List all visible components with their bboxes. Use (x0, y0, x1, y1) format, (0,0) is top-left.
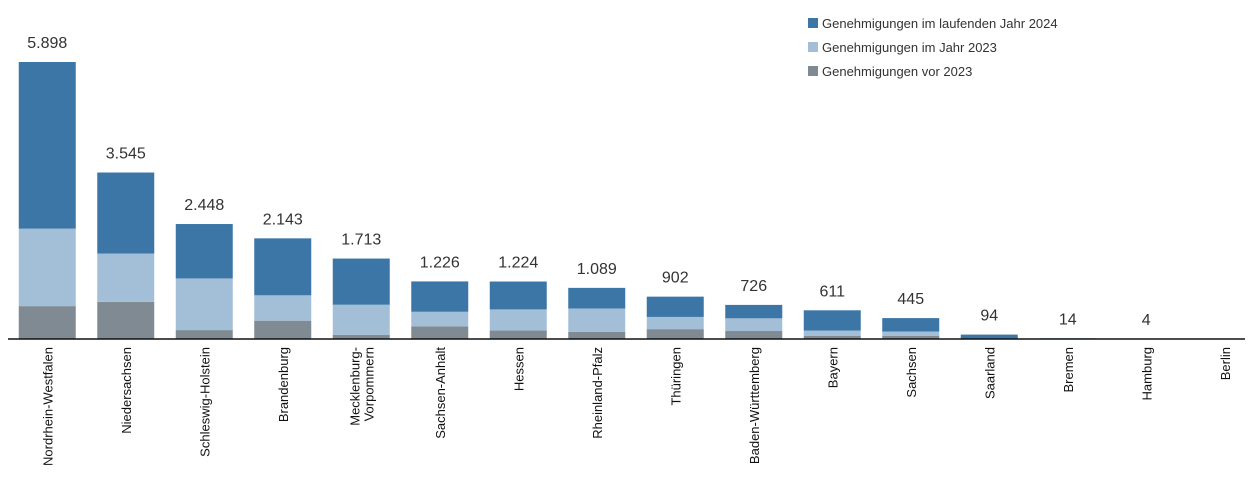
bar-segment-sachsen-anhalt-s1 (411, 311, 469, 327)
category-label-berlin: Berlin (1218, 347, 1233, 380)
category-label-line: Hamburg (1139, 347, 1154, 400)
total-label-rheinland-pfalz: 1.089 (577, 261, 617, 278)
category-label-baden-wuerttemberg: Baden-Württemberg (747, 347, 762, 464)
category-label-line: Mecklenburg- (347, 347, 362, 426)
bar-segment-mecklenburg-vorpommern-s2 (332, 258, 390, 305)
category-label-line: Rheinland-Pfalz (590, 347, 605, 439)
bar-segment-bayern-s2 (803, 310, 861, 331)
category-label-thueringen: Thüringen (668, 347, 683, 406)
category-label-line: Schleswig-Holstein (197, 347, 212, 457)
legend-swatch-genehmigungen-im-jahr-2023 (808, 42, 818, 52)
total-label-mecklenburg-vorpommern: 1.713 (341, 232, 381, 249)
category-label-line: Sachsen (904, 347, 919, 398)
category-label-line: Niedersachsen (119, 347, 134, 434)
bar-segment-niedersachsen-s2 (97, 172, 155, 254)
bar-segment-nordrhein-westfalen-s0 (18, 306, 76, 339)
bar-segment-baden-wuerttemberg-s1 (725, 318, 783, 332)
total-label-thueringen: 902 (662, 270, 689, 287)
bar-segment-niedersachsen-s0 (97, 301, 155, 339)
legend-label-genehmigungen-im-jahr-2023: Genehmigungen im Jahr 2023 (822, 40, 997, 55)
category-label-line: Vorpommern (361, 347, 376, 421)
total-label-hamburg: 4 (1142, 312, 1151, 329)
bar-segment-rheinland-pfalz-s1 (568, 308, 626, 332)
bar-segment-schleswig-holstein-s2 (175, 224, 233, 279)
bar-segment-sachsen-anhalt-s2 (411, 281, 469, 312)
category-labels-group: Nordrhein-Westfalen Niedersachsen Schleswi… (40, 347, 1233, 466)
total-label-hessen: 1.224 (498, 255, 538, 272)
bar-segment-brandenburg-s1 (254, 295, 312, 321)
total-label-saarland: 94 (980, 308, 998, 325)
category-label-sachsen-anhalt: Sachsen-Anhalt (433, 347, 448, 439)
category-label-saarland: Saarland (982, 347, 997, 399)
total-labels-group: 5.898 3.545 2.448 2.143 1.713 1.226 1.224 1.089… (27, 35, 1151, 329)
category-label-niedersachsen: Niedersachsen (119, 347, 134, 434)
bar-segment-thueringen-s0 (646, 329, 704, 339)
legend-label-genehmigungen-im-laufenden-jahr-2024: Genehmigungen im laufenden Jahr 2024 (822, 16, 1058, 31)
category-label-brandenburg: Brandenburg (276, 347, 291, 422)
bar-segment-baden-wuerttemberg-s0 (725, 331, 783, 339)
bar-segment-hessen-s1 (489, 309, 547, 331)
bar-segment-hessen-s0 (489, 330, 547, 339)
legend-label-genehmigungen-vor-2023: Genehmigungen vor 2023 (822, 64, 972, 79)
legend: Genehmigungen im laufenden Jahr 2024 Gene… (808, 16, 1058, 79)
bar-segment-saarland-s2 (960, 334, 1018, 339)
total-label-brandenburg: 2.143 (263, 211, 303, 228)
total-label-sachsen-anhalt: 1.226 (420, 254, 460, 271)
category-label-line: Baden-Württemberg (747, 347, 762, 464)
category-label-line: Thüringen (668, 347, 683, 406)
total-label-nordrhein-westfalen: 5.898 (27, 35, 67, 52)
category-label-line: Bremen (1061, 347, 1076, 393)
bars-group (18, 62, 1175, 339)
bar-segment-bayern-s1 (803, 330, 861, 336)
bar-segment-sachsen-s0 (882, 335, 940, 339)
total-label-schleswig-holstein: 2.448 (184, 197, 224, 214)
category-label-bayern: Bayern (825, 347, 840, 388)
bar-segment-hessen-s2 (489, 281, 547, 310)
bar-segment-rheinland-pfalz-s0 (568, 331, 626, 339)
bar-segment-sachsen-s1 (882, 331, 940, 336)
total-label-sachsen: 445 (897, 291, 924, 308)
bar-segment-mecklenburg-vorpommern-s1 (332, 304, 390, 335)
total-label-baden-wuerttemberg: 726 (740, 278, 767, 295)
total-label-bremen: 14 (1059, 311, 1077, 328)
category-label-line: Hessen (511, 347, 526, 391)
category-label-hamburg: Hamburg (1139, 347, 1154, 400)
category-label-mecklenburg-vorpommern: Mecklenburg-Vorpommern (347, 347, 376, 426)
total-label-bayern: 611 (819, 283, 845, 300)
bar-segment-nordrhein-westfalen-s2 (18, 62, 76, 229)
category-label-line: Bayern (825, 347, 840, 388)
category-label-nordrhein-westfalen: Nordrhein-Westfalen (40, 347, 55, 466)
category-label-line: Nordrhein-Westfalen (40, 347, 55, 466)
bar-segment-mecklenburg-vorpommern-s0 (332, 334, 390, 339)
category-label-rheinland-pfalz: Rheinland-Pfalz (590, 347, 605, 439)
category-label-line: Brandenburg (276, 347, 291, 422)
legend-swatch-genehmigungen-vor-2023 (808, 66, 818, 76)
bar-segment-brandenburg-s0 (254, 320, 312, 339)
bar-segment-schleswig-holstein-s0 (175, 330, 233, 339)
bar-segment-niedersachsen-s1 (97, 253, 155, 302)
category-label-schleswig-holstein: Schleswig-Holstein (197, 347, 212, 457)
category-label-line: Saarland (982, 347, 997, 399)
legend-swatch-genehmigungen-im-laufenden-jahr-2024 (808, 18, 818, 28)
category-label-bremen: Bremen (1061, 347, 1076, 393)
bar-segment-baden-wuerttemberg-s2 (725, 304, 783, 319)
bar-segment-bayern-s0 (803, 335, 861, 339)
category-label-line: Berlin (1218, 347, 1233, 380)
category-label-line: Sachsen-Anhalt (433, 347, 448, 439)
bar-segment-brandenburg-s2 (254, 238, 312, 296)
category-label-hessen: Hessen (511, 347, 526, 391)
bar-segment-nordrhein-westfalen-s1 (18, 228, 76, 307)
bar-segment-thueringen-s2 (646, 296, 704, 317)
bar-segment-schleswig-holstein-s1 (175, 278, 233, 331)
category-label-sachsen: Sachsen (904, 347, 919, 398)
total-label-niedersachsen: 3.545 (106, 146, 146, 163)
bar-segment-thueringen-s1 (646, 316, 704, 330)
bar-segment-rheinland-pfalz-s2 (568, 287, 626, 309)
bar-segment-sachsen-s2 (882, 318, 940, 332)
bar-segment-sachsen-anhalt-s0 (411, 326, 469, 339)
